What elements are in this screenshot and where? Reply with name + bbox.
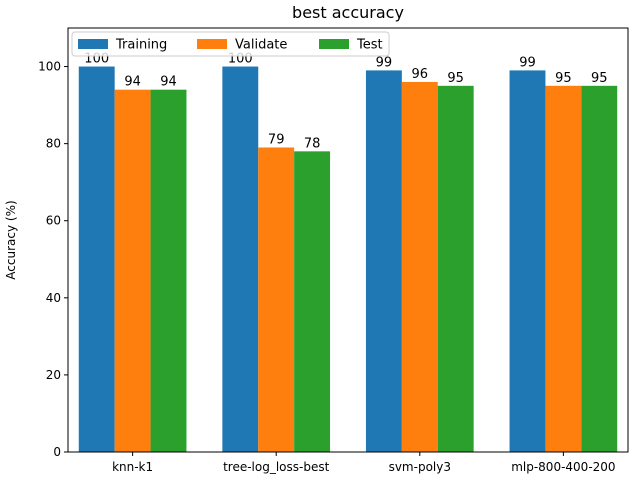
data-label-test-tree-log-loss-best: 78 — [304, 136, 321, 151]
axes-frame — [67, 27, 629, 453]
data-label-validate-mlp-800-400-200: 95 — [555, 71, 572, 86]
y-tick-label: 20 — [46, 368, 61, 382]
x-tick-label-svm-poly3: svm-poly3 — [389, 460, 451, 474]
bar-test-knn-k1 — [150, 89, 187, 452]
data-label-validate-tree-log-loss-best: 79 — [268, 132, 285, 147]
legend-box — [71, 31, 390, 57]
bar-validate-tree-log-loss-best — [258, 147, 295, 452]
bar-test-svm-poly3 — [437, 85, 474, 453]
y-axis: 0 20 40 60 80 100 — [38, 60, 68, 459]
data-label-test-svm-poly3: 95 — [447, 71, 464, 86]
legend-label-test: Test — [356, 38, 383, 53]
bar-training-mlp-800-400-200 — [509, 70, 546, 453]
legend-swatch-test — [319, 39, 349, 49]
data-label-test-mlp-800-400-200: 95 — [591, 71, 608, 86]
legend-label-training: Training — [115, 38, 167, 53]
y-tick-label: 80 — [46, 137, 61, 151]
bar-validate-mlp-800-400-200 — [545, 85, 582, 453]
bar-validate-svm-poly3 — [401, 81, 438, 453]
x-axis: knn-k1 tree-log_loss-best svm-poly3 mlp-800… — [112, 452, 616, 474]
legend-swatch-training — [78, 39, 108, 49]
bar-training-tree-log-loss-best — [222, 66, 259, 452]
bar-test-mlp-800-400-200 — [581, 85, 618, 453]
bar-training-svm-poly3 — [365, 70, 402, 453]
bar-test-tree-log-loss-best — [294, 151, 331, 452]
y-tick-label: 60 — [46, 214, 61, 228]
x-tick-label-mlp-800-400-200: mlp-800-400-200 — [511, 460, 615, 474]
data-label-training-svm-poly3: 99 — [376, 55, 393, 70]
y-tick-label: 0 — [53, 445, 61, 459]
bars-layer — [78, 66, 618, 453]
legend: Training Validate Test — [71, 31, 390, 57]
x-tick-label-knn-k1: knn-k1 — [112, 460, 153, 474]
bar-validate-knn-k1 — [114, 89, 151, 452]
data-label-validate-svm-poly3: 96 — [412, 67, 429, 82]
x-tick-label-tree-log-loss-best: tree-log_loss-best — [223, 460, 330, 474]
y-tick-label: 100 — [38, 60, 61, 74]
data-label-validate-knn-k1: 94 — [124, 75, 141, 90]
bar-training-knn-k1 — [78, 66, 115, 452]
y-tick-label: 40 — [46, 291, 61, 305]
chart-title: best accuracy — [292, 3, 404, 22]
data-label-test-knn-k1: 94 — [160, 75, 177, 90]
data-label-training-mlp-800-400-200: 99 — [519, 55, 536, 70]
legend-label-validate: Validate — [235, 38, 287, 53]
legend-swatch-validate — [197, 39, 227, 49]
y-axis-label: Accuracy (%) — [4, 200, 18, 279]
